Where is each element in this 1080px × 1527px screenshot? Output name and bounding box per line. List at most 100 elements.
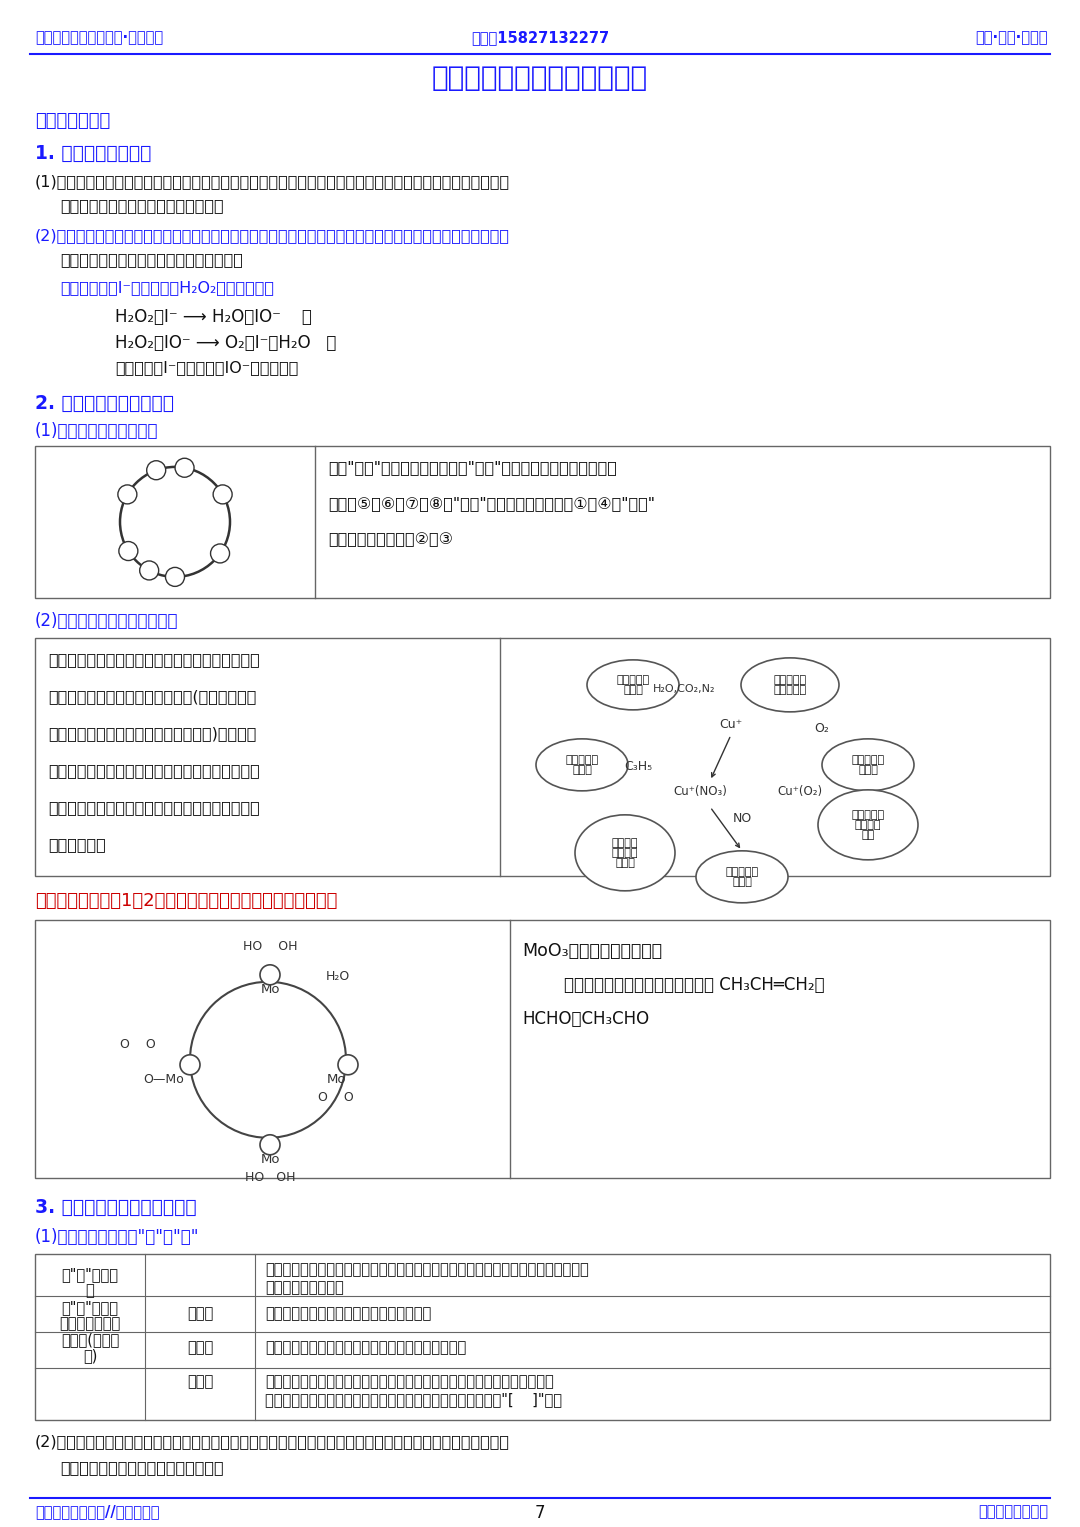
Circle shape (260, 965, 280, 985)
Text: 7: 7 (535, 1504, 545, 1522)
Circle shape (213, 486, 232, 504)
Text: HO   OH: HO OH (245, 1171, 295, 1185)
Text: 实例分析：如图是1，2－丙二醇脱氧脱水反应的催化循环机理: 实例分析：如图是1，2－丙二醇脱氧脱水反应的催化循环机理 (35, 892, 337, 910)
Text: 通过一个箭头脱离整个历程，但又生成生成物的是中间体，通过二个箭头进: 通过一个箭头脱离整个历程，但又生成生成物的是中间体，通过二个箭头进 (265, 1374, 554, 1388)
Ellipse shape (536, 739, 627, 791)
Text: 时反应的就是催化剂，并且经过一个完整循环之后: 时反应的就是催化剂，并且经过一个完整循环之后 (48, 764, 260, 777)
Ellipse shape (575, 815, 675, 890)
Text: NO: NO (732, 812, 752, 826)
Circle shape (119, 542, 138, 560)
Text: H₂O₂＋IO⁻ ⟶ O₂＋I⁻＋H₂O   快: H₂O₂＋IO⁻ ⟶ O₂＋I⁻＋H₂O 快 (114, 334, 336, 351)
Text: 通过一个箭头进入整个历程的物质(产物一般多是: 通过一个箭头进入整个历程的物质(产物一般多是 (48, 689, 256, 704)
Text: 耗；中间: 耗；中间 (854, 820, 881, 829)
Text: 反应物: 反应物 (859, 765, 878, 774)
Text: ⑦: ⑦ (180, 464, 189, 473)
Text: ①: ① (171, 573, 179, 583)
Bar (35, 638, 1050, 876)
Text: 2. 催化机理循环图的分析: 2. 催化机理循环图的分析 (35, 394, 174, 412)
Circle shape (147, 461, 165, 479)
Text: 中间体: 中间体 (187, 1374, 213, 1388)
Circle shape (175, 458, 194, 478)
Circle shape (139, 560, 159, 580)
Text: 只出不进；: 只出不进； (617, 675, 649, 686)
Text: (2)逐项分析得答案：根据第一步由题给情境信息，找出催化剂、反应物、生成物、中间体，再结合每一选项设: (2)逐项分析得答案：根据第一步由题给情境信息，找出催化剂、反应物、生成物、中间… (35, 1434, 510, 1449)
Text: ④: ④ (185, 1061, 195, 1070)
Text: 反应物: 反应物 (572, 765, 592, 774)
Text: 只进不出；: 只进不出； (566, 754, 598, 765)
Ellipse shape (818, 789, 918, 860)
Text: 通过一个箭头最终脱离这个历程的物质)，与之同: 通过一个箭头最终脱离这个历程的物质)，与之同 (48, 725, 256, 741)
Text: H₂O₂＋I⁻ ⟶ H₂O＋IO⁻    慢: H₂O₂＋I⁻ ⟶ H₂O＋IO⁻ 慢 (114, 308, 312, 325)
Text: 一"剂"指催化: 一"剂"指催化 (62, 1267, 119, 1281)
Text: 没有生成，实则是生成多少后续又消耗多少: 没有生成，实则是生成多少后续又消耗多少 (60, 252, 243, 267)
Text: 的物质为生成物，如②和③: 的物质为生成物，如②和③ (328, 531, 453, 547)
Text: 【方法与技巧】: 【方法与技巧】 (35, 111, 110, 130)
Text: 三"物"指反应: 三"物"指反应 (62, 1299, 119, 1315)
Text: 3. 催化机理循环图的解题思路: 3. 催化机理循环图的解题思路 (35, 1197, 197, 1217)
Text: 越努力，越幸运！: 越努力，越幸运！ (978, 1504, 1048, 1519)
Text: (1)催化剂：在连续反应中从一开始就参与了反应，在最后又再次生成，所以仅从结果上来看似乎并没有发生变: (1)催化剂：在连续反应中从一开始就参与了反应，在最后又再次生成，所以仅从结果上… (35, 174, 510, 189)
Text: 在该反应中I⁻为催化剂，IO⁻为中间产物: 在该反应中I⁻为催化剂，IO⁻为中间产物 (114, 360, 298, 376)
Text: 如：在含少量I⁻的溶液中，H₂O₂分解的机理为: 如：在含少量I⁻的溶液中，H₂O₂分解的机理为 (60, 279, 274, 295)
Text: ⑤: ⑤ (124, 547, 133, 557)
Text: ①: ① (265, 971, 275, 980)
Text: 体，如⑤、⑥、⑦和⑧，"入环"的物质为反应物，如①和④，"出环": 体，如⑤、⑥、⑦和⑧，"入环"的物质为反应物，如①和④，"出环" (328, 496, 654, 512)
Text: ④: ④ (123, 490, 132, 501)
Text: Mo: Mo (326, 1073, 346, 1086)
Text: 为中间产物，反应产物除水外还有 CH₃CH═CH₂、: 为中间产物，反应产物除水外还有 CH₃CH═CH₂、 (522, 976, 825, 994)
Text: O    O: O O (319, 1092, 354, 1104)
Text: 间物种(或中间: 间物种(或中间 (60, 1332, 119, 1347)
Ellipse shape (696, 851, 788, 902)
Text: 公众号：政辉化学//化学教课坊: 公众号：政辉化学//化学教课坊 (35, 1504, 160, 1519)
Text: 通过一个箭头最终脱离整个历程的物质一般多是产物: 通过一个箭头最终脱离整个历程的物质一般多是产物 (265, 1339, 467, 1354)
Circle shape (211, 544, 230, 563)
Text: 湖北·武汉·杨老师: 湖北·武汉·杨老师 (975, 31, 1048, 44)
Ellipse shape (588, 660, 679, 710)
Text: 生成物: 生成物 (623, 686, 643, 695)
Ellipse shape (741, 658, 839, 712)
Text: 通过一个箭头进入整个历程的物质是反应物: 通过一个箭头进入整个历程的物质是反应物 (265, 1306, 431, 1321)
Text: Cu⁺(O₂): Cu⁺(O₂) (778, 785, 823, 799)
Text: 高考化学二轮专题突破·小题精练: 高考化学二轮专题突破·小题精练 (35, 31, 163, 44)
Circle shape (260, 1135, 280, 1154)
Text: 对于"环式"反应过程图像，位于"环上"的物质一般是催化剂或中间: 对于"环式"反应过程图像，位于"环上"的物质一般是催化剂或中间 (328, 460, 617, 475)
Text: 先生成后: 先生成后 (611, 838, 638, 847)
Text: 物、生成物、中: 物、生成物、中 (59, 1316, 121, 1330)
Text: 只进不出；: 只进不出； (726, 867, 758, 876)
Circle shape (118, 486, 137, 504)
Text: 反应物: 反应物 (187, 1306, 213, 1321)
Text: ②: ② (343, 1061, 353, 1070)
Text: 在机理图中，先找到确定的反应物，反应物一般是: 在机理图中，先找到确定的反应物，反应物一般是 (48, 652, 260, 667)
Text: 在机理图中的主线上: 在机理图中的主线上 (265, 1280, 343, 1295)
Text: 产物: 产物 (862, 829, 875, 840)
Circle shape (165, 568, 185, 586)
Text: 又会生成；中间产物则是这个循环中的任何一个环: 又会生成；中间产物则是这个循环中的任何一个环 (48, 800, 260, 815)
Text: Mo: Mo (260, 983, 280, 996)
Text: 先消耗后生: 先消耗后生 (773, 675, 807, 686)
Text: 入整个历程的中间物也是中间体，中间体有时在反应历程中用"[    ]"标出: 入整个历程的中间物也是中间体，中间体有时在反应历程中用"[ ]"标出 (265, 1391, 562, 1406)
Text: ⑧: ⑧ (152, 466, 161, 476)
Text: ②: ② (216, 550, 225, 559)
Text: O₂: O₂ (814, 722, 829, 736)
Text: O—Mo: O—Mo (143, 1073, 184, 1086)
Circle shape (338, 1055, 357, 1075)
Text: 成；催化剂: 成；催化剂 (773, 686, 807, 695)
Text: 1. 催化剂与中间产物: 1. 催化剂与中间产物 (35, 144, 151, 163)
Bar (35, 1254, 1050, 1420)
Bar (35, 446, 1050, 599)
Text: 化，实则是消耗多少后续又生成了多少: 化，实则是消耗多少后续又生成了多少 (60, 199, 224, 212)
Text: 微信：15827132277: 微信：15827132277 (471, 31, 609, 44)
Text: 消耗；中: 消耗；中 (611, 847, 638, 858)
Ellipse shape (822, 739, 914, 791)
Text: ③: ③ (218, 490, 227, 501)
Text: Cu⁺(NO₃): Cu⁺(NO₃) (673, 785, 727, 799)
Text: 间产物: 间产物 (616, 858, 635, 867)
Text: (1)通览全图，找寻一"剂"三"物": (1)通览全图，找寻一"剂"三"物" (35, 1228, 200, 1246)
Text: HCHO、CH₃CHO: HCHO、CH₃CHO (522, 1009, 649, 1028)
Text: Mo: Mo (260, 1153, 280, 1167)
Circle shape (180, 1055, 200, 1075)
Text: (2)催化机理循环图的分析方法: (2)催化机理循环图的分析方法 (35, 612, 178, 629)
Text: 催化剂在机理图中多数是以完整的循环出现的，以催化剂粒子为主题的多个物种一定: 催化剂在机理图中多数是以完整的循环出现的，以催化剂粒子为主题的多个物种一定 (265, 1261, 589, 1277)
Text: ⑥: ⑥ (145, 567, 153, 577)
Text: (1)催化机理循环图的解读: (1)催化机理循环图的解读 (35, 421, 159, 440)
